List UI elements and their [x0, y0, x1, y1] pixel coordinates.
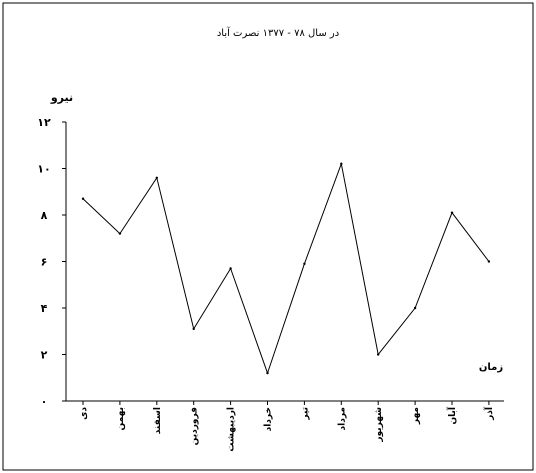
data-point: [340, 162, 343, 166]
data-point: [377, 353, 380, 356]
x-axis-label: زمان: [479, 362, 503, 373]
x-tick-label: شهریور: [374, 407, 384, 443]
y-tick-label: ۱۰: [37, 163, 50, 176]
data-point: [192, 327, 195, 331]
y-tick-label: ۱۲: [37, 116, 51, 129]
x-tick-label: اردیبهشت: [227, 407, 237, 452]
y-tick-label: ۸: [41, 209, 48, 222]
x-tick-label: مهر: [411, 407, 421, 425]
data-point: [450, 211, 454, 214]
data-point: [155, 176, 158, 179]
x-tick-label: بهمن: [116, 407, 126, 430]
x-tick-label: خرداد: [264, 407, 274, 431]
x-tick-label: آبان: [446, 406, 458, 424]
data-points: [81, 162, 491, 375]
data-point: [229, 267, 232, 270]
x-tick-label: آذر: [483, 406, 495, 421]
chart-title: در سال ۷۸ - ۱۳۷۷ نصرت آباد: [217, 26, 339, 39]
y-axis-label: نیرو: [50, 91, 73, 104]
x-tick-label: اسفند: [153, 407, 163, 434]
y-ticks: ۰ ۲ ۴ ۶ ۸ ۱۰ ۱۲: [37, 116, 66, 408]
x-tick-label: تیر: [300, 407, 310, 421]
data-point: [303, 262, 306, 266]
data-point: [487, 260, 491, 263]
data-point: [413, 306, 417, 310]
x-ticks: دی بهمن اسفند فروردین اردیبهشت خرداد تیر مرداد ش…: [79, 401, 495, 452]
y-tick-label: ۴: [41, 302, 48, 315]
data-point: [81, 197, 85, 200]
y-tick-label: ۶: [41, 256, 48, 269]
data-point: [266, 371, 269, 375]
series-line: [82, 161, 490, 375]
data-point: [118, 232, 122, 235]
y-tick-label: ۰: [41, 395, 48, 408]
x-tick-label: مرداد: [337, 407, 347, 431]
x-tick-label: فروردین: [190, 407, 200, 445]
y-tick-label: ۲: [41, 349, 48, 362]
x-tick-label: دی: [79, 407, 89, 420]
